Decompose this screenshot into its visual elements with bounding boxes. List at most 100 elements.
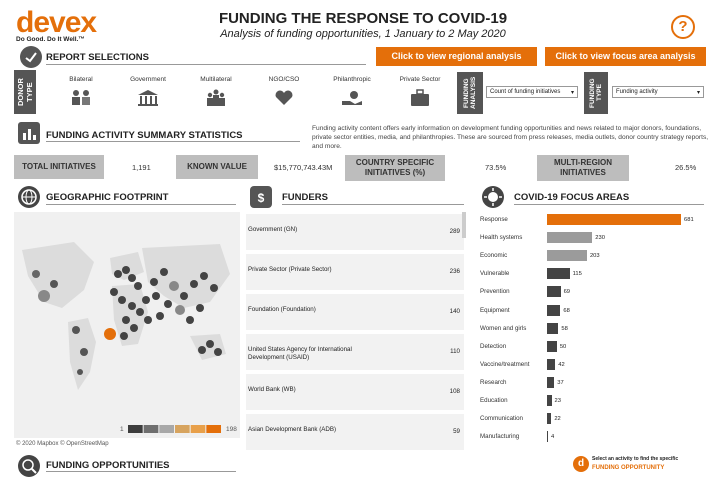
funder-row[interactable] xyxy=(246,334,464,370)
focus-bar[interactable] xyxy=(547,358,556,370)
focus-bar[interactable] xyxy=(547,286,561,298)
legend-gradient xyxy=(128,425,221,433)
map-marker[interactable] xyxy=(160,268,168,276)
donor-type-government[interactable]: Government xyxy=(124,76,172,107)
focus-area-analysis-button[interactable]: Click to view focus area analysis xyxy=(545,47,706,66)
map-attribution[interactable]: © 2020 Mapbox © OpenStreetMap xyxy=(16,441,109,447)
map-marker[interactable] xyxy=(200,272,208,280)
map-marker[interactable] xyxy=(120,332,128,340)
funder-row[interactable] xyxy=(246,294,464,330)
focus-areas-divider xyxy=(514,204,704,205)
map-marker[interactable] xyxy=(118,296,126,304)
world-map[interactable] xyxy=(14,212,240,438)
focus-bar[interactable] xyxy=(547,340,557,352)
map-marker[interactable] xyxy=(80,348,88,356)
help-icon[interactable]: ? xyxy=(671,15,695,39)
focus-bar[interactable] xyxy=(547,413,552,425)
people-group-icon xyxy=(207,89,225,106)
focus-category-label: Response xyxy=(480,216,508,223)
funder-value: 59 xyxy=(453,428,460,435)
funding-type-label: FUNDING TYPE xyxy=(584,72,608,114)
focus-bar-value: 681 xyxy=(684,217,694,223)
funders-list[interactable]: Government (GN) 289 Private Sector (Privat… xyxy=(246,212,466,452)
donor-type-private-sector-label: Private Sector xyxy=(399,76,441,83)
map-marker[interactable] xyxy=(50,280,58,288)
map-marker[interactable] xyxy=(130,324,138,332)
map-marker[interactable] xyxy=(164,300,172,308)
focus-bar[interactable] xyxy=(547,268,570,280)
map-marker[interactable] xyxy=(72,326,80,334)
donor-type-philanthropic[interactable]: Philanthropic xyxy=(326,76,378,107)
focus-bar[interactable] xyxy=(547,304,561,316)
map-marker[interactable] xyxy=(169,281,179,291)
map-marker[interactable] xyxy=(196,304,204,312)
funder-row[interactable] xyxy=(246,254,464,290)
donor-type-bilateral[interactable]: Bilateral xyxy=(58,76,104,107)
map-marker[interactable] xyxy=(206,340,214,348)
funder-row[interactable] xyxy=(246,374,464,410)
map-marker[interactable] xyxy=(214,348,222,356)
map-marker[interactable] xyxy=(136,308,144,316)
map-marker[interactable] xyxy=(104,328,116,340)
map-marker[interactable] xyxy=(32,270,40,278)
legend-swatch xyxy=(190,425,206,433)
map-marker[interactable] xyxy=(110,288,118,296)
regional-analysis-button[interactable]: Click to view regional analysis xyxy=(376,47,537,66)
map-marker[interactable] xyxy=(152,292,160,300)
map-marker[interactable] xyxy=(38,290,50,302)
legend-min: 1 xyxy=(120,426,124,433)
donor-type-private-sector[interactable]: Private Sector xyxy=(394,76,446,107)
map-marker[interactable] xyxy=(186,316,194,324)
focus-bar-value: 4 xyxy=(551,434,555,441)
map-marker[interactable] xyxy=(150,278,158,286)
focus-bar[interactable] xyxy=(547,322,559,334)
donor-type-ngo[interactable]: NGO/CSO xyxy=(260,76,308,107)
map-marker[interactable] xyxy=(210,284,218,292)
country-specific-label: COUNTRY SPECIFIC INITIATIVES (%) xyxy=(345,155,445,181)
map-marker[interactable] xyxy=(156,312,164,320)
map-marker[interactable] xyxy=(128,302,136,310)
map-marker[interactable] xyxy=(175,305,185,315)
funder-row[interactable] xyxy=(246,414,464,450)
page-title: FUNDING THE RESPONSE TO COVID-19 xyxy=(218,10,508,27)
focus-bar-value: 69 xyxy=(563,289,571,296)
focus-bar[interactable] xyxy=(547,431,548,443)
map-marker[interactable] xyxy=(142,296,150,304)
map-marker[interactable] xyxy=(114,270,122,278)
focus-bar[interactable] xyxy=(547,376,555,388)
legend-swatch xyxy=(128,425,143,433)
focus-areas-title: COVID-19 FOCUS AREAS xyxy=(514,192,630,203)
map-marker[interactable] xyxy=(122,266,130,274)
focus-bar-value: 230 xyxy=(595,235,605,242)
legend-max: 198 xyxy=(226,426,237,433)
focus-category-label: Women and girls xyxy=(480,324,527,332)
focus-category-label: Manufacturing xyxy=(480,433,520,441)
map-marker[interactable] xyxy=(122,316,130,324)
focus-bar[interactable] xyxy=(547,232,593,244)
funding-analysis-select[interactable]: Count of funding initiatives ▾ xyxy=(486,86,578,98)
funders-scrollbar[interactable] xyxy=(462,212,466,238)
map-marker[interactable] xyxy=(144,316,152,324)
focus-bar-value: 115 xyxy=(572,271,582,278)
map-marker[interactable] xyxy=(77,369,83,375)
focus-bar[interactable] xyxy=(547,395,552,406)
map-marker[interactable] xyxy=(190,280,198,288)
focus-bar[interactable] xyxy=(547,250,587,262)
funding-opportunities-divider xyxy=(46,471,236,472)
map-marker[interactable] xyxy=(128,274,136,282)
focus-bar[interactable] xyxy=(547,214,681,225)
funder-value: 140 xyxy=(449,308,460,315)
report-selections-divider xyxy=(46,64,366,65)
focus-bar-value: 68 xyxy=(563,307,570,314)
donor-type-multilateral[interactable]: Multilateral xyxy=(192,76,240,107)
known-value-label: KNOWN VALUE xyxy=(176,155,258,179)
map-marker[interactable] xyxy=(198,346,206,354)
map-marker[interactable] xyxy=(180,292,188,300)
focus-bar-value: 42 xyxy=(558,361,565,368)
funder-row[interactable] xyxy=(246,214,464,250)
logo-d-icon: d xyxy=(573,456,589,472)
funding-analysis-value: Count of funding initiatives xyxy=(490,89,561,95)
map-marker[interactable] xyxy=(134,282,142,290)
multi-region-label: MULTI-REGION INITIATIVES xyxy=(537,155,629,181)
funding-type-select[interactable]: Funding activity ▾ xyxy=(612,86,704,98)
